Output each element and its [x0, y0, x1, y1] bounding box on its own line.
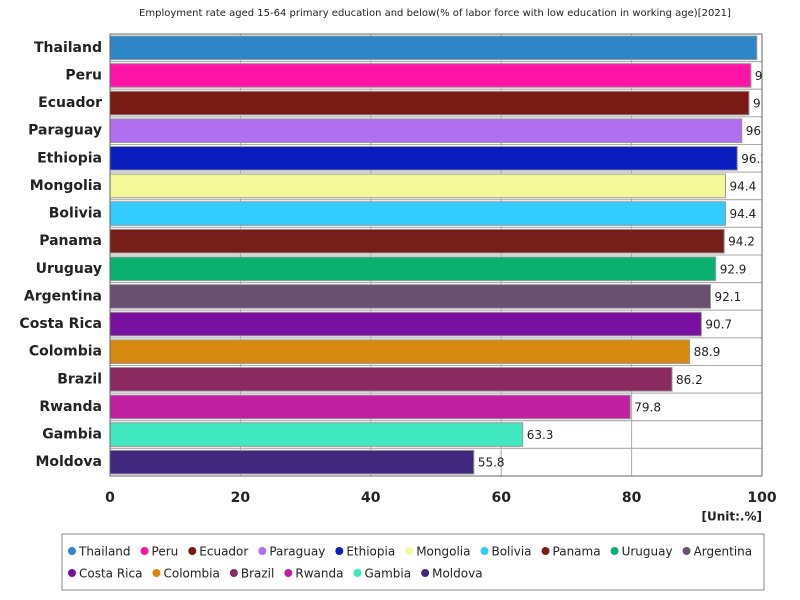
bar [110, 90, 750, 116]
value-label: 98.3 [755, 69, 782, 83]
x-tick-label: 20 [231, 490, 251, 506]
legend-label: Costa Rica [79, 567, 142, 581]
bar [110, 367, 673, 392]
legend-label: Peru [152, 545, 179, 559]
legend-label: Colombia [163, 567, 219, 581]
legend-label: Rwanda [295, 567, 343, 581]
x-tick-label: 100 [747, 490, 776, 506]
y-tick-label: Peru [65, 67, 102, 83]
y-tick-label: Mongolia [30, 178, 102, 194]
legend-label: Uruguay [622, 545, 673, 559]
legend-label: Panama [553, 545, 601, 559]
value-label: 92.1 [714, 290, 741, 304]
legend-label: Ethiopia [346, 545, 395, 559]
plot-area: 99.2 98.3 98 96.9 96.2 94.4 94.4 94.2 92.9 92.1 90… [110, 35, 788, 475]
legend-marker [188, 547, 197, 555]
y-tick-label: Rwanda [39, 399, 102, 415]
value-label: 88.9 [694, 345, 721, 359]
value-label: 94.4 [729, 207, 756, 221]
legend-label: Brazil [241, 567, 275, 581]
value-label: 90.7 [705, 318, 732, 332]
value-label: 55.8 [478, 456, 505, 470]
x-tick-label: 40 [361, 490, 381, 506]
legend-marker [229, 569, 238, 577]
value-label: 96.2 [741, 152, 768, 166]
bar [110, 339, 691, 364]
bar [110, 201, 726, 226]
legend-marker [353, 569, 362, 577]
bar [110, 228, 725, 254]
legend-marker [258, 547, 267, 555]
legend-label: Paraguay [269, 545, 325, 559]
legend-label: Thailand [78, 545, 131, 559]
value-label: 92.9 [720, 262, 747, 276]
bar [110, 256, 717, 282]
value-label: 96.9 [746, 124, 773, 138]
bar [110, 35, 758, 61]
bar [110, 311, 702, 337]
y-tick-label: Paraguay [28, 123, 102, 139]
y-tick-label: Moldova [35, 454, 102, 470]
value-label: 94.4 [729, 179, 756, 193]
value-label: 79.8 [634, 400, 661, 414]
legend-marker [682, 547, 691, 555]
legend-marker [284, 569, 293, 577]
bar [110, 394, 631, 420]
x-tick-label: 60 [491, 490, 511, 506]
legend-box [61, 533, 765, 591]
x-tick-label: 0 [105, 490, 115, 506]
legend-label: Bolivia [491, 545, 531, 559]
legend-marker [140, 547, 149, 555]
y-tick-label: Colombia [29, 344, 102, 360]
y-tick-label: Ethiopia [37, 150, 102, 166]
value-label: 98 [753, 97, 768, 111]
legend-marker [421, 569, 430, 577]
legend-marker [480, 547, 489, 555]
x-tick-label: 80 [622, 490, 642, 506]
legend-label: Gambia [364, 567, 411, 581]
bar [110, 63, 752, 88]
value-label: 86.2 [676, 373, 703, 387]
legend-marker [610, 547, 619, 555]
y-tick-label: Costa Rica [19, 316, 102, 332]
plot-border [109, 33, 763, 477]
bar [110, 422, 524, 447]
bar [110, 118, 743, 143]
y-tick-label: Ecuador [38, 95, 102, 111]
bar [110, 173, 726, 199]
legend-marker [68, 547, 76, 555]
legend-marker [335, 547, 344, 555]
y-tick-label: Brazil [57, 371, 102, 387]
value-label: 63.3 [527, 428, 554, 442]
legend-label: Ecuador [199, 545, 248, 559]
legend-marker [405, 547, 414, 555]
y-tick-label: Panama [39, 233, 102, 249]
chart-title: Employment rate aged 15-64 primary educa… [139, 8, 731, 19]
bar [110, 284, 711, 309]
y-tick-label: Gambia [42, 427, 102, 443]
bar [110, 449, 475, 475]
y-tick-label: Argentina [24, 288, 102, 304]
y-tick-label: Thailand [34, 40, 102, 56]
legend-label: Argentina [694, 545, 753, 559]
legend-label: Moldova [432, 567, 482, 581]
legend-marker [541, 547, 550, 555]
value-label: 94.2 [728, 235, 755, 249]
y-tick-label: Bolivia [49, 206, 102, 222]
value-label: 99.2 [761, 41, 788, 55]
legend-label: Mongolia [416, 545, 470, 559]
unit-label: [Unit:.%] [702, 510, 763, 524]
legend-marker [152, 569, 161, 577]
legend-marker [68, 569, 76, 577]
y-tick-label: Uruguay [36, 261, 102, 277]
bar [110, 146, 738, 171]
